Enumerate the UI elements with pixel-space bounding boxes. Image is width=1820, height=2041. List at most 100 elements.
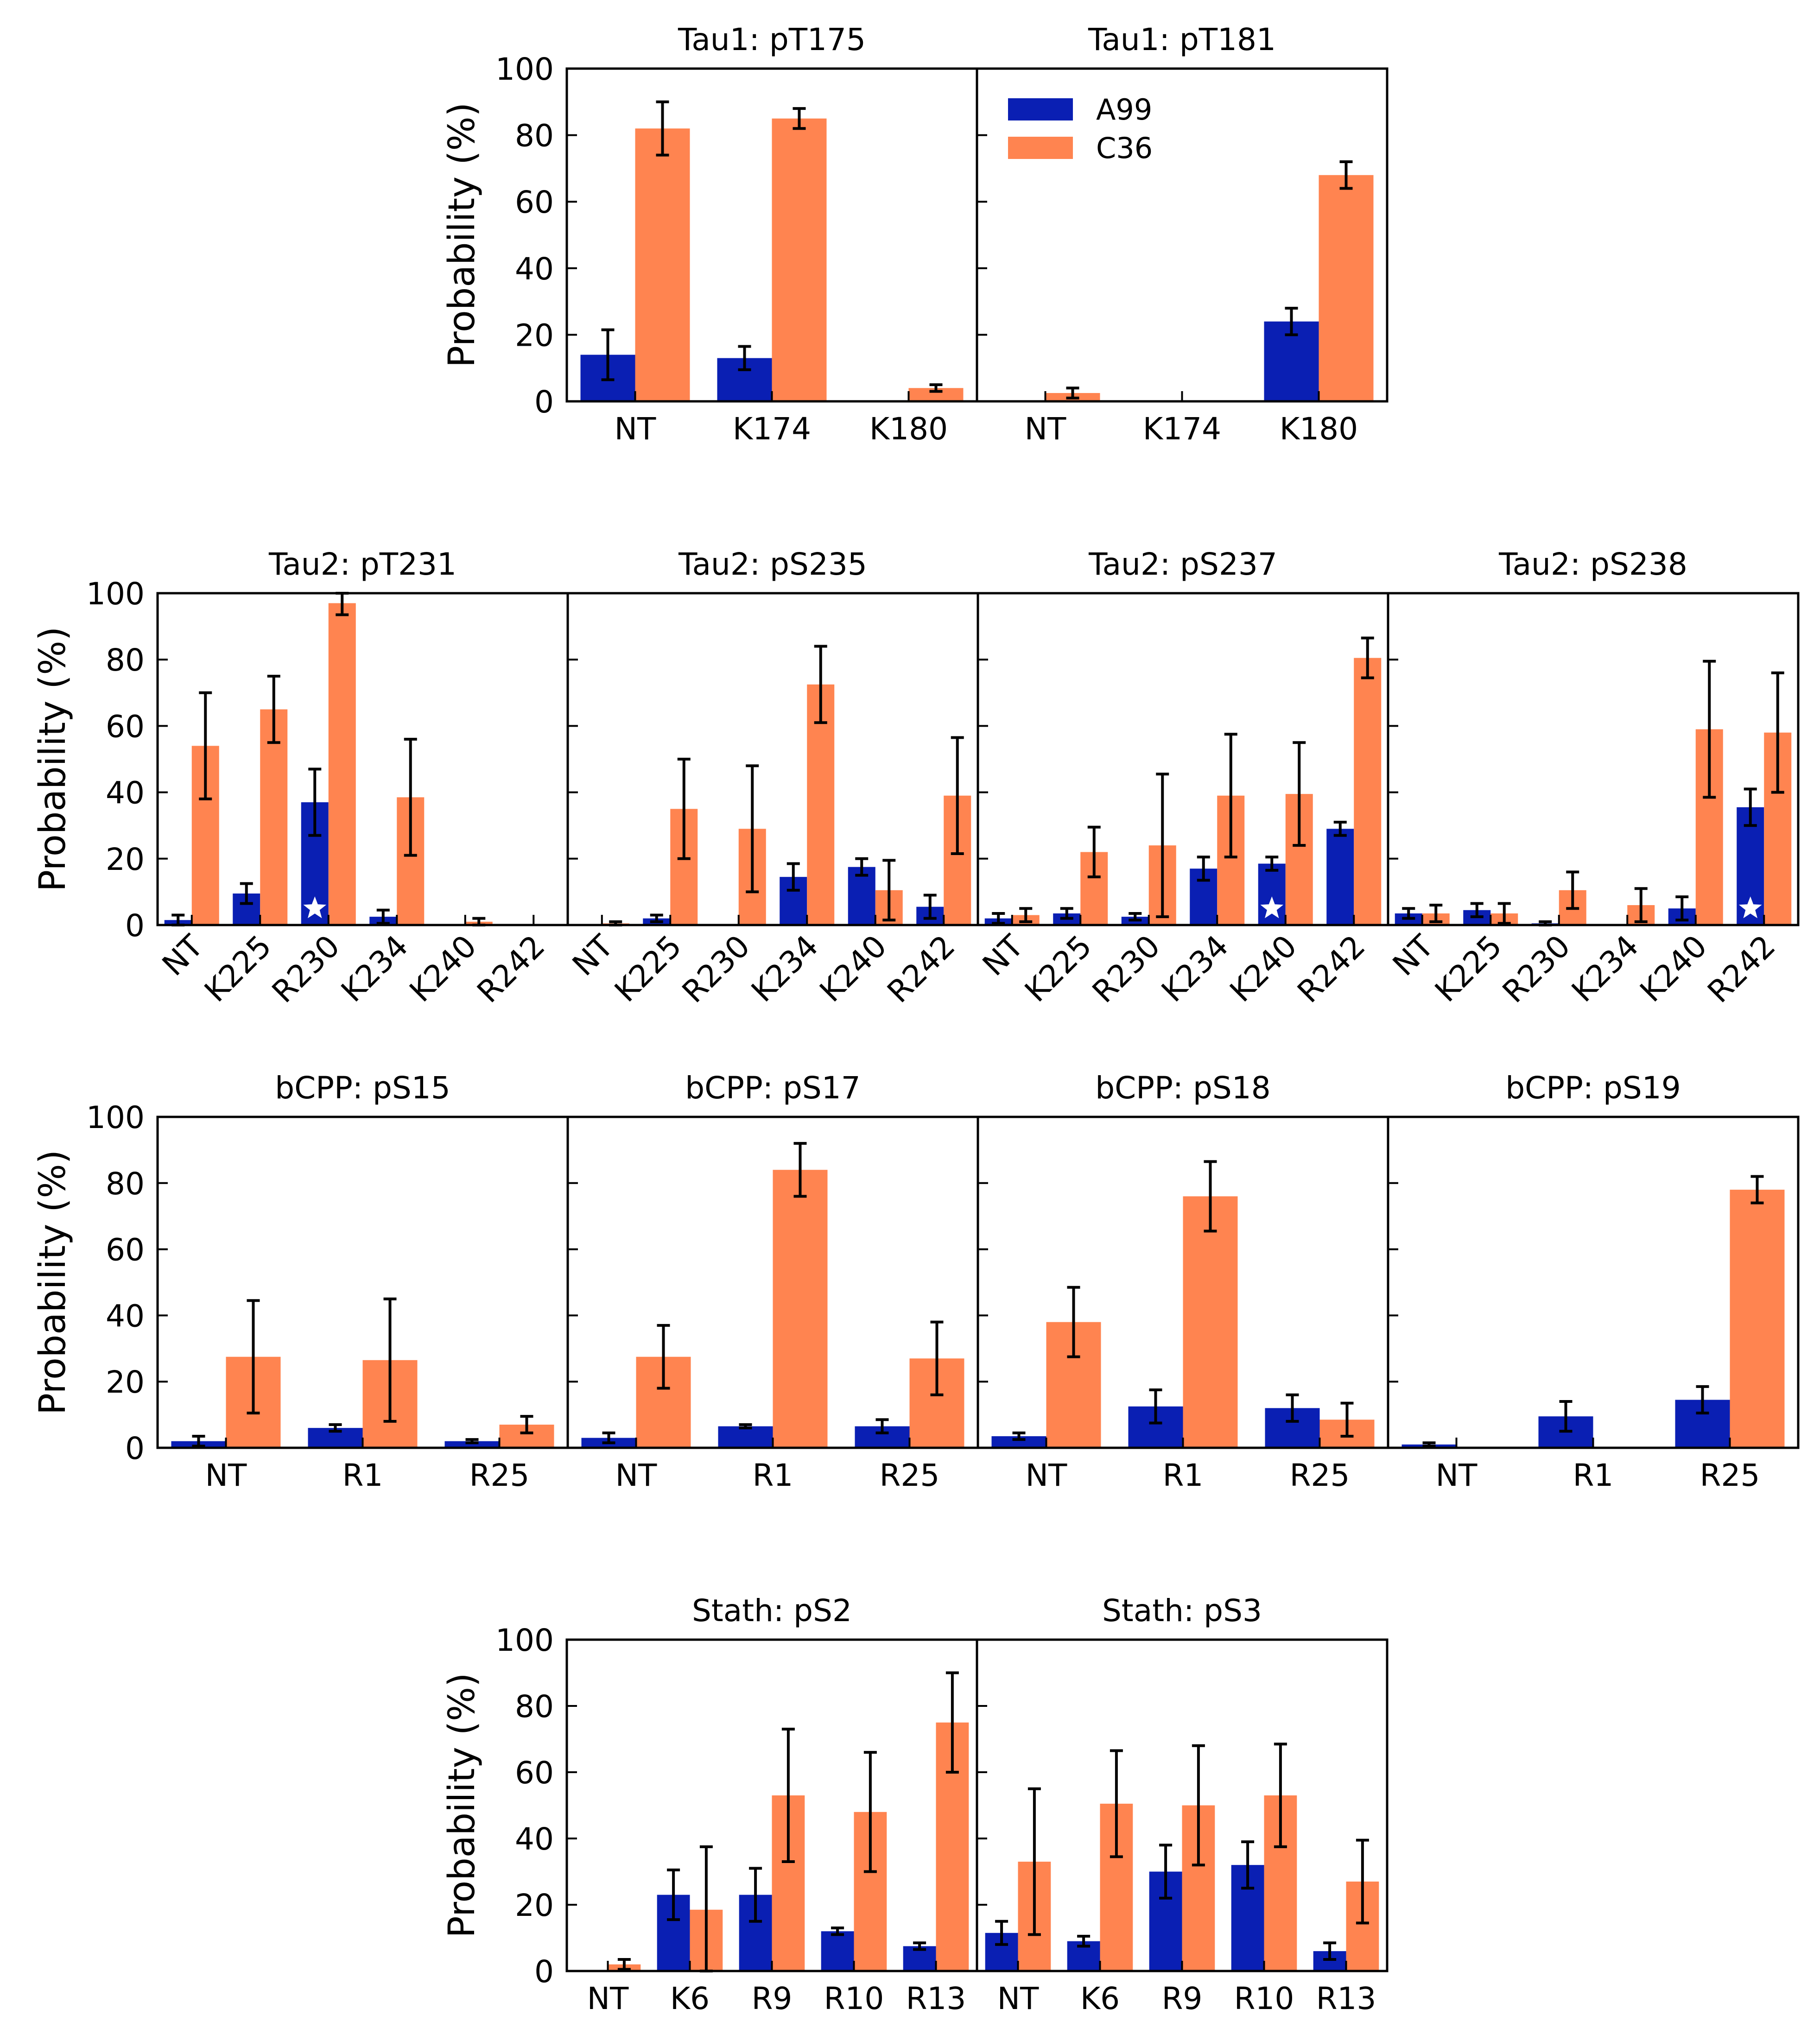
x-tick-label: NT xyxy=(1025,411,1066,447)
y-tick-label: 80 xyxy=(515,118,554,154)
panel-tau1-pt175: Tau1: pT175 0 20 40 60 80 100 Probability (%) NT… xyxy=(441,22,978,447)
bar-a99-r1 xyxy=(718,1426,773,1448)
x-tick-label: R25 xyxy=(880,1458,940,1493)
x-tick-label: R242 xyxy=(1291,928,1372,1010)
x-tick-label: K225 xyxy=(608,928,688,1009)
legend-label-c36: C36 xyxy=(1096,131,1153,165)
y-tick-label: 100 xyxy=(495,51,554,87)
x-tick-label: K240 xyxy=(403,928,483,1009)
x-tick-label: R230 xyxy=(1496,928,1577,1010)
x-tick-label: K174 xyxy=(1143,411,1221,447)
x-tick-label: K225 xyxy=(1428,928,1509,1009)
panel-title: Stath: pS3 xyxy=(1102,1593,1262,1629)
bar-c36-k234 xyxy=(807,684,835,925)
x-tick-label: K240 xyxy=(813,928,894,1009)
y-axis-label: Probability (%) xyxy=(441,102,483,368)
legend-swatch-c36 xyxy=(1008,137,1073,159)
y-tick-label: 60 xyxy=(515,184,554,220)
x-tick-label: K234 xyxy=(1565,928,1645,1009)
x-tick-label: R230 xyxy=(265,928,347,1010)
x-tick-label: K6 xyxy=(1080,1981,1120,2016)
y-axis-label: Probability (%) xyxy=(32,1150,74,1415)
y-tick-label: 60 xyxy=(106,1232,145,1268)
x-tick-label: R1 xyxy=(1163,1458,1204,1493)
bar-c36-r230 xyxy=(328,603,356,925)
x-tick-label: NT xyxy=(587,1981,629,2016)
x-tick-label: NT xyxy=(1386,928,1440,982)
bar-a99-r25 xyxy=(444,1441,500,1448)
y-tick-label: 80 xyxy=(515,1689,554,1724)
y-tick-label: 20 xyxy=(106,842,145,877)
x-tick-label: K180 xyxy=(869,411,948,447)
x-tick-label: K234 xyxy=(1154,928,1235,1009)
bar-a99-r242 xyxy=(1326,829,1354,925)
y-tick-label: 0 xyxy=(125,908,145,944)
panel-stath-ps2: Stath: pS2 0 20 40 60 80 100 Probability (%) NT K… xyxy=(441,1593,978,2016)
y-tick-label: 80 xyxy=(106,1166,145,1202)
panel-title: bCPP: pS15 xyxy=(275,1070,450,1106)
x-tick-label: NT xyxy=(615,1458,657,1493)
bar-c36-r1 xyxy=(773,1170,828,1448)
x-tick-label: NT xyxy=(205,1458,247,1493)
x-tick-label: R9 xyxy=(1162,1981,1203,2016)
bar-c36-r1 xyxy=(1183,1196,1238,1448)
panel-title: bCPP: pS18 xyxy=(1095,1070,1271,1106)
x-tick-label: NT xyxy=(976,928,1030,982)
x-tick-label: K180 xyxy=(1280,411,1358,447)
y-tick-label: 20 xyxy=(515,317,554,353)
star-marker xyxy=(1260,896,1283,919)
panel-bcpp-ps15: bCPP: pS15 0 20 40 60 80 100 Probability (%) NT R… xyxy=(32,1070,569,1493)
y-tick-label: 0 xyxy=(125,1431,145,1466)
panel-frame xyxy=(1387,1116,1800,1449)
y-tick-label: 0 xyxy=(534,1954,554,1990)
star-marker xyxy=(1739,896,1762,919)
x-tick-label: R230 xyxy=(675,928,757,1010)
bar-c36-k225 xyxy=(260,709,288,925)
panel-title: Tau2: pS238 xyxy=(1498,546,1687,582)
y-tick-label: 100 xyxy=(86,576,145,612)
panel-title: Stath: pS2 xyxy=(692,1593,852,1629)
legend: A99 C36 xyxy=(1008,93,1153,165)
panel-bcpp-ps18: bCPP: pS18 NT R1 R25 xyxy=(977,1070,1389,1493)
x-tick-label: R242 xyxy=(881,928,962,1010)
panel-tau1-pt181: Tau1: pT181 NT K174 K180 xyxy=(976,22,1389,447)
y-tick-label: 40 xyxy=(106,775,145,811)
x-tick-label: NT xyxy=(997,1981,1039,2016)
x-tick-label: R242 xyxy=(470,928,552,1010)
bar-c36-k180 xyxy=(1319,175,1374,401)
y-tick-label: 100 xyxy=(495,1623,554,1658)
panel-frame xyxy=(976,1638,1389,1972)
x-tick-label: K234 xyxy=(744,928,825,1009)
bar-c36-r242 xyxy=(1354,658,1382,925)
x-tick-label: K240 xyxy=(1223,928,1304,1009)
panel-title: Tau2: pT231 xyxy=(268,546,457,582)
bar-a99-k240 xyxy=(1258,863,1286,925)
panel-frame xyxy=(976,67,1389,403)
y-axis-label: Probability (%) xyxy=(441,1673,483,1938)
x-tick-label: NT xyxy=(1436,1458,1478,1493)
y-tick-label: 20 xyxy=(106,1364,145,1400)
plots-layer: Tau1: pT175 0 20 40 60 80 100 Probability (%) NT… xyxy=(32,22,1800,2016)
panel-title: bCPP: pS19 xyxy=(1505,1070,1681,1106)
x-tick-label: NT xyxy=(615,411,656,447)
panel-frame xyxy=(1387,592,1800,926)
bar-c36-k174 xyxy=(772,118,827,401)
x-tick-label: K240 xyxy=(1633,928,1714,1009)
panel-frame xyxy=(566,592,979,926)
x-tick-label: R1 xyxy=(1573,1458,1614,1493)
x-tick-label: R13 xyxy=(906,1981,966,2016)
panel-stath-ps3: Stath: pS3 NT K6 R9 R10 R13 xyxy=(976,1593,1389,2016)
panel-title: bCPP: pS17 xyxy=(685,1070,861,1106)
x-tick-label: R25 xyxy=(1700,1458,1760,1493)
x-tick-label: R1 xyxy=(753,1458,793,1493)
x-tick-label: R10 xyxy=(824,1981,884,2016)
panel-title: Tau2: pS235 xyxy=(678,546,867,582)
y-tick-label: 40 xyxy=(106,1298,145,1334)
panel-title: Tau1: pT181 xyxy=(1088,22,1276,57)
y-tick-label: 20 xyxy=(515,1888,554,1923)
x-tick-label: K6 xyxy=(670,1981,710,2016)
y-tick-label: 40 xyxy=(515,251,554,287)
